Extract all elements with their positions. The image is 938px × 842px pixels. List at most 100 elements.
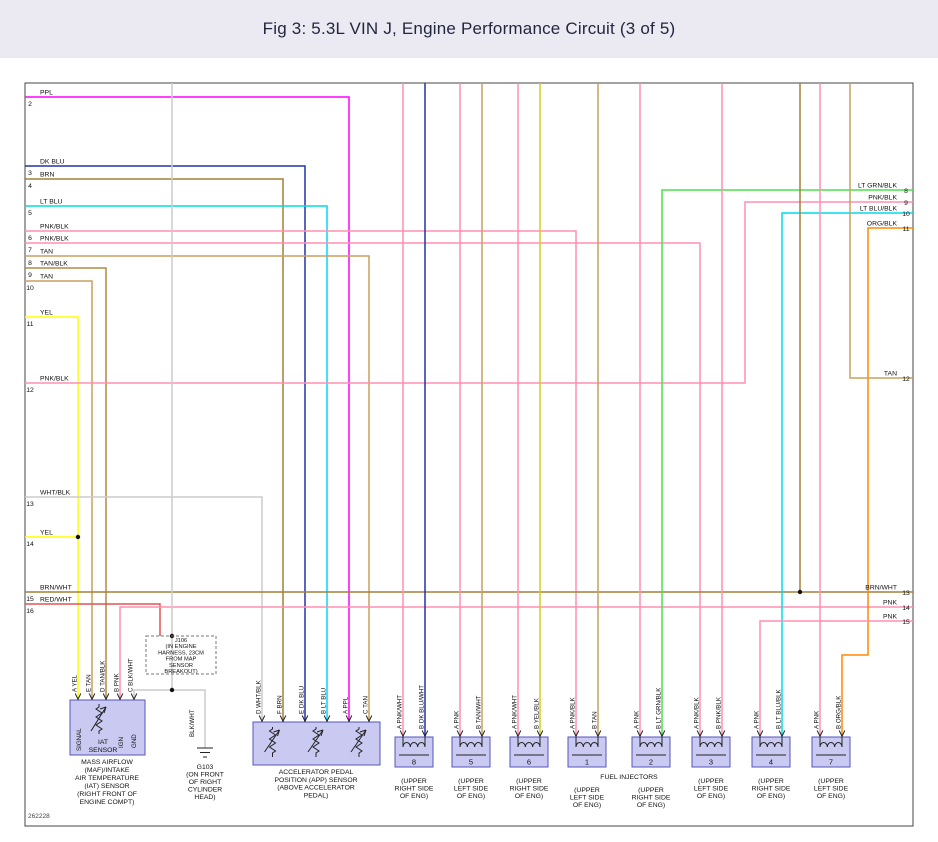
pin-label: A PNK/WHT	[397, 695, 404, 729]
wire-whtblk-l13-app-d	[25, 496, 263, 722]
right-terminal-label: TAN	[884, 371, 897, 378]
iat-caption-line: ENGINE COMPT)	[80, 799, 135, 806]
app-caption-line: (ABOVE ACCELERATOR	[277, 785, 355, 792]
pin-arrow-icon	[399, 730, 407, 738]
iat-caption-line: (RIGHT FRONT OF	[77, 791, 137, 798]
injector-caption-line: OF ENG)	[697, 793, 725, 800]
pin-arrow-icon	[345, 715, 353, 723]
pin-arrow-icon	[636, 730, 644, 738]
injector-caption-line: (UPPER	[401, 778, 427, 785]
pin-label: A PNK	[634, 710, 641, 729]
diagram-border	[24, 82, 914, 827]
injector-caption-line: (UPPER	[458, 778, 484, 785]
iat-internal-label: GND	[131, 734, 138, 748]
pin-arrow-icon	[718, 730, 726, 738]
junction-dot	[797, 589, 803, 595]
iat-sensor-box	[69, 699, 146, 756]
left-terminal-label: YEL	[40, 310, 53, 317]
iat-caption-line: AIR TEMPERATURE	[75, 775, 139, 782]
junction-dot	[75, 534, 81, 540]
j106-caption-line: HARNESS, 23CM	[158, 650, 204, 656]
injector-coil-icon	[759, 737, 783, 748]
pin-arrow-icon	[778, 730, 786, 738]
right-terminal-label: ORG/BLK	[867, 221, 898, 228]
j106-caption-line: BREAKOUT)	[164, 669, 197, 675]
injector-coil-icon	[819, 737, 843, 748]
pin-arrow-icon	[594, 730, 602, 738]
pin-arrow-icon	[816, 730, 824, 738]
pin-label: F BRN	[277, 695, 284, 714]
blkwht-wire-label: BLK/WHT	[189, 709, 196, 737]
wire-redwht-l16-j106	[25, 603, 161, 636]
pin-label: B TAN/WHT	[476, 695, 483, 729]
pin-label: A PNK/BLK	[694, 696, 701, 729]
pin-label: B TAN	[592, 711, 599, 729]
injector-5-box	[451, 736, 491, 768]
pin-arrow-icon	[116, 693, 124, 701]
g103-caption-line: (ON FRONT	[186, 772, 224, 779]
app-arrow-icon	[264, 729, 280, 753]
pin-arrow-icon	[279, 715, 287, 723]
injector-caption-line: LEFT SIDE	[454, 786, 489, 793]
iat-arrow-icon	[90, 706, 107, 732]
injector-coil-icon	[699, 737, 723, 748]
pin-label: C TAN	[363, 696, 370, 714]
left-terminal-number: 2	[28, 101, 32, 108]
pin-arrow-icon	[572, 730, 580, 738]
left-terminal-label: YEL	[40, 530, 53, 537]
left-terminal-number: 5	[28, 210, 32, 217]
wire-pnk-r14-iat-b	[119, 606, 913, 700]
wire-tan-l8-app-c	[25, 255, 370, 722]
left-terminal-label: BRN	[40, 172, 54, 179]
pin-arrow-icon	[102, 693, 110, 701]
wire-ltblu-l5-app-b	[25, 205, 328, 722]
wire-tan-l10-iat-e	[25, 280, 93, 700]
pin-arrow-icon	[88, 693, 96, 701]
right-terminal-number: 10	[902, 211, 910, 218]
wire-pnkblk-l7-inj3-a	[25, 242, 701, 737]
pin-label: E TAN	[86, 674, 93, 692]
right-terminal-label: BRN/WHT	[865, 585, 897, 592]
pin-arrow-icon	[421, 730, 429, 738]
left-terminal-label: PNK/BLK	[40, 236, 69, 243]
j106-caption-line: J106	[175, 638, 187, 644]
wire-blkwht-g103	[172, 689, 206, 748]
left-terminal-label: DK BLU	[40, 159, 65, 166]
iat-sensor-name: IAT	[98, 739, 108, 746]
pin-label: C BLK/WHT	[128, 658, 135, 692]
pin-label: B PNK/BLK	[716, 696, 723, 729]
right-terminal-label: PNK/BLK	[868, 195, 897, 202]
pin-label: A PPL	[343, 696, 350, 714]
pin-arrow-icon	[258, 715, 266, 723]
left-terminal-number: 12	[26, 387, 34, 394]
injector-caption-line: RIGHT SIDE	[510, 786, 549, 793]
injector-number: 7	[829, 758, 833, 767]
wire-pnk-r15-inj4-a	[759, 620, 913, 737]
left-terminal-number: 4	[28, 183, 32, 190]
app-caption-line: PEDAL)	[304, 792, 329, 799]
injector-4-box	[751, 736, 791, 768]
j106-caption-line: FROM MAP	[166, 657, 197, 663]
pin-arrow-icon	[456, 730, 464, 738]
junction-dot	[169, 687, 175, 693]
wire-tanblk-l9-iat-d	[25, 267, 107, 700]
app-arrowhead-icon	[316, 729, 324, 737]
left-terminal-label: TAN/BLK	[40, 261, 68, 268]
left-terminal-label: PNK/BLK	[40, 376, 69, 383]
pin-arrow-icon	[365, 715, 373, 723]
injector-number: 5	[469, 758, 473, 767]
left-terminal-label: WHT/BLK	[40, 490, 71, 497]
pin-label: D WHT/BLK	[256, 679, 263, 714]
figure-title: Fig 3: 5.3L VIN J, Engine Performance Ci…	[262, 19, 676, 38]
left-terminal-label: BRN/WHT	[40, 585, 72, 592]
iat-arrowhead-icon	[99, 706, 107, 714]
pin-label: E DK BLU	[299, 686, 306, 714]
right-terminal-label: PNK	[883, 600, 897, 607]
injector-number: 1	[585, 758, 589, 767]
diagram-id: 262228	[28, 813, 50, 820]
left-terminal-number: 15	[26, 596, 34, 603]
pin-arrow-icon	[323, 715, 331, 723]
wire-pnkblk-l12-r9	[25, 201, 913, 384]
pin-arrow-icon	[478, 730, 486, 738]
app-caption-line: POSITION (APP) SENSOR	[274, 777, 357, 784]
